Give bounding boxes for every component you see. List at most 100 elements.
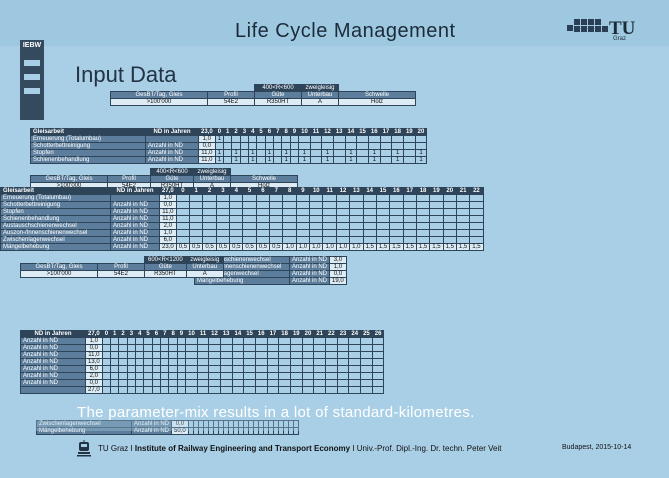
row-cell bbox=[379, 135, 393, 143]
row-cell bbox=[266, 372, 280, 380]
row-cell bbox=[289, 337, 303, 345]
row-unit: Anzahl in ND bbox=[110, 215, 160, 223]
row-cell bbox=[325, 379, 338, 387]
row-cell bbox=[362, 222, 377, 230]
row-cell: 1,5 bbox=[442, 243, 457, 251]
row-cell bbox=[110, 379, 120, 387]
row-cell bbox=[371, 337, 385, 345]
row-cell bbox=[242, 215, 257, 223]
config3-val: A bbox=[185, 270, 224, 278]
row-cell: 1 bbox=[281, 149, 291, 157]
row-cell bbox=[389, 236, 404, 244]
row-cell bbox=[219, 372, 233, 380]
row-unit: Anzahl in ND bbox=[288, 256, 331, 264]
row-cell bbox=[254, 337, 268, 345]
row-cell bbox=[189, 201, 204, 209]
row-cell bbox=[282, 194, 297, 202]
table-header-cell: 8 bbox=[168, 330, 178, 338]
row-cell bbox=[189, 229, 204, 237]
row-cell bbox=[135, 351, 145, 359]
row-cell bbox=[322, 215, 337, 223]
row-cell bbox=[126, 344, 137, 352]
table-header-cell: 2 bbox=[231, 128, 241, 136]
row-cell bbox=[325, 344, 338, 352]
row-cell bbox=[255, 229, 271, 237]
table-header-cell: 24 bbox=[348, 330, 362, 338]
row-unit: Anzahl in ND bbox=[130, 427, 173, 435]
row-cell bbox=[202, 215, 217, 223]
row-cell bbox=[313, 365, 327, 373]
row-cell bbox=[229, 222, 244, 230]
row-cell bbox=[292, 427, 299, 435]
row-cell bbox=[254, 358, 268, 366]
row-cell bbox=[414, 135, 428, 143]
row-cell bbox=[379, 142, 393, 150]
row-unit: Anzahl in ND bbox=[20, 379, 86, 387]
row-cell bbox=[309, 201, 324, 209]
row-cell bbox=[349, 229, 364, 237]
row-cell bbox=[101, 379, 112, 387]
config2-track: zweigleisig bbox=[193, 168, 231, 176]
row-cell bbox=[289, 142, 300, 150]
row-label: Mängelbehebung bbox=[0, 243, 111, 251]
config-table-3: 600<R<1200 zweigleisig GesBT/Tag, Gleis … bbox=[20, 256, 224, 278]
footer-institute: Institute of Railway Engineering and Tra… bbox=[134, 444, 351, 453]
row-cell bbox=[344, 142, 358, 150]
row-cell bbox=[269, 215, 284, 223]
row-cell bbox=[101, 337, 112, 345]
row-cell bbox=[336, 372, 350, 380]
row-cell bbox=[231, 379, 245, 387]
row-unit: Anzahl in ND bbox=[288, 277, 331, 285]
row-cell bbox=[215, 222, 231, 230]
table-header-cell: ND in Jahren bbox=[145, 128, 199, 136]
row-cell bbox=[196, 337, 210, 345]
config3-col: GesBT/Tag, Gleis bbox=[20, 263, 98, 271]
row-cell bbox=[325, 337, 338, 345]
table-header-cell: 27,0 bbox=[159, 187, 177, 195]
row-unit: Anzahl in ND bbox=[110, 201, 160, 209]
row-label: Stopfen bbox=[30, 149, 146, 157]
row-cell bbox=[469, 215, 484, 223]
row-cell: 1,5 bbox=[375, 243, 391, 251]
row-unit bbox=[20, 386, 86, 394]
row-cell bbox=[321, 135, 334, 143]
row-cell bbox=[135, 386, 145, 394]
row-cell bbox=[254, 351, 268, 359]
row-cell bbox=[375, 215, 391, 223]
row-cell bbox=[176, 358, 187, 366]
row-nd: 0,0 bbox=[85, 379, 103, 387]
row-cell bbox=[256, 135, 266, 143]
row-cell bbox=[254, 344, 268, 352]
table-row: Anzahl in ND 11,0 bbox=[20, 351, 385, 359]
table-header-cell: 25 bbox=[360, 330, 373, 338]
config-val: 54E2 bbox=[207, 98, 255, 106]
row-cell bbox=[375, 222, 391, 230]
row-cell bbox=[269, 201, 284, 209]
row-cell bbox=[278, 379, 291, 387]
row-cell bbox=[295, 194, 311, 202]
row-cell bbox=[469, 194, 484, 202]
row-cell bbox=[349, 194, 364, 202]
config-table: 400<R<600 zweigleisig GesBT/Tag, Gleis P… bbox=[110, 84, 416, 106]
row-cell bbox=[202, 236, 217, 244]
row-cell bbox=[371, 379, 385, 387]
row-cell bbox=[322, 194, 337, 202]
table-row: Anzahl in ND 2,0 bbox=[20, 372, 385, 380]
row-cell bbox=[196, 351, 210, 359]
row-cell bbox=[175, 194, 191, 202]
row-cell: 1,5 bbox=[402, 243, 417, 251]
row-cell bbox=[360, 351, 373, 359]
row-cell bbox=[379, 149, 393, 157]
row-cell bbox=[160, 372, 170, 380]
row-cell bbox=[415, 236, 431, 244]
row-nd: 6,0 bbox=[85, 365, 103, 373]
overlay-row: Zwischenlagenwechsel Anzahl in ND 0,0 bbox=[194, 270, 347, 278]
row-cell bbox=[278, 344, 291, 352]
overlay-row: Austauschschienenwechsel Anzahl in ND 3,0 bbox=[194, 256, 347, 264]
row-cell bbox=[336, 344, 350, 352]
row-cell bbox=[332, 135, 346, 143]
config2-col: Güte bbox=[150, 175, 194, 183]
config-col: GesBT/Tag, Gleis bbox=[110, 91, 208, 99]
row-cell bbox=[298, 135, 311, 143]
row-label: Schienenbehandlung bbox=[30, 156, 146, 164]
